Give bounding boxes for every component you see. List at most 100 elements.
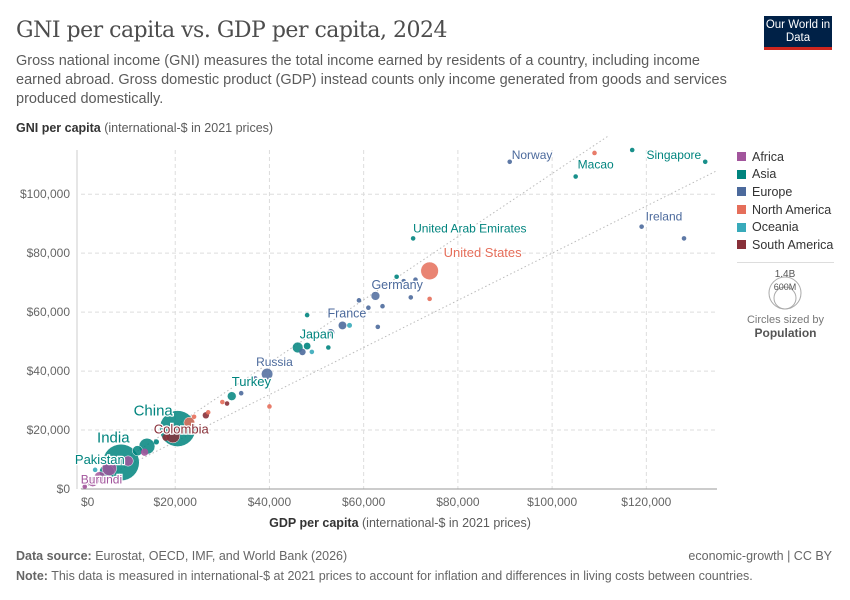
data-point-united-arab-emirates: [410, 236, 416, 241]
y-axis-label-bold: GNI per capita: [16, 121, 101, 135]
data-point: [309, 349, 315, 355]
legend-item[interactable]: Oceania: [737, 218, 833, 236]
legend-item[interactable]: South America: [737, 236, 833, 254]
point-label: Turkey: [232, 374, 272, 389]
data-point-russia: [261, 368, 274, 381]
legend-swatch: [737, 222, 746, 232]
size-legend-circles: 1.4B 600M: [768, 269, 802, 310]
data-point-burundi: [82, 484, 88, 489]
data-point-singapore: [702, 159, 708, 165]
data-point: [356, 298, 362, 303]
x-tick-label: $120,000: [621, 495, 671, 509]
x-tick-label: $100,000: [527, 495, 577, 509]
data-point: [238, 390, 244, 396]
data-point: [220, 399, 225, 405]
note: Note: This data is measured in internati…: [16, 569, 753, 583]
data-point: [191, 414, 197, 420]
point-label: Ireland: [646, 210, 683, 224]
data-point: [413, 277, 418, 283]
x-tick-label: $20,000: [154, 495, 198, 509]
license[interactable]: economic-growth | CC BY: [688, 549, 832, 563]
size-legend-large: 1.4B: [775, 269, 796, 280]
data-point-germany: [370, 291, 381, 301]
data-point: [92, 467, 98, 473]
reference-line: [80, 135, 609, 490]
point-label: Macao: [578, 158, 614, 172]
legend-swatch: [737, 152, 746, 162]
point-label: United Arab Emirates: [413, 221, 526, 235]
data-point: [347, 322, 353, 328]
point-label: Pakistan: [75, 452, 125, 467]
source-label: Data source:: [16, 549, 92, 563]
data-point: [267, 404, 272, 409]
data-point-colombia: [162, 433, 170, 441]
legend-label: Asia: [752, 167, 777, 182]
size-legend-caption: Circles sized by: [746, 314, 825, 326]
data-point-norway: [507, 159, 513, 165]
data-point: [303, 342, 311, 350]
data-point-macao: [573, 174, 578, 179]
legend-label: North America: [752, 202, 832, 217]
data-point-turkey: [227, 391, 237, 401]
legend-item[interactable]: Europe: [737, 183, 833, 201]
y-axis-label-unit: (international-$ in 2021 prices): [104, 121, 274, 135]
data-point: [629, 147, 635, 153]
data-point: [375, 324, 381, 330]
data-point: [87, 476, 99, 487]
legend-label: Europe: [752, 184, 793, 199]
data-point: [408, 295, 414, 300]
y-tick-label: $20,000: [27, 423, 71, 437]
reference-line: [80, 170, 718, 490]
data-source: Data source: Eurostat, OECD, IMF, and Wo…: [16, 549, 347, 563]
legend-swatch: [737, 240, 746, 250]
note-label: Note:: [16, 569, 48, 583]
size-legend-small: 600M: [774, 282, 797, 292]
y-tick-label: $60,000: [27, 305, 71, 319]
legend-item[interactable]: Asia: [737, 166, 833, 184]
source-text[interactable]: Eurostat, OECD, IMF, and World Bank (202…: [95, 549, 348, 563]
point-label: United States: [444, 245, 523, 260]
point-label: France: [327, 306, 366, 320]
chart-subtitle: Gross national income (GNI) measures the…: [16, 53, 727, 107]
x-axis-label: GDP per capita (international-$ in 2021 …: [0, 516, 800, 530]
size-legend-variable: Population: [754, 326, 817, 340]
y-axis-label: GNI per capita (international-$ in 2021 …: [16, 121, 273, 135]
legend-label: South America: [752, 237, 834, 252]
data-point: [592, 150, 597, 156]
legend-label: Oceania: [752, 220, 799, 235]
legend-item[interactable]: Africa: [737, 148, 833, 166]
data-point: [366, 305, 371, 311]
data-point: [183, 416, 196, 429]
point-label: Colombia: [154, 421, 210, 436]
y-tick-label: $0: [57, 482, 71, 496]
legend-swatch: [737, 169, 746, 179]
data-point: [224, 401, 230, 406]
data-point: [427, 296, 432, 302]
point-label: China: [134, 403, 174, 420]
chart-title: GNI per capita vs. GDP per capita, 2024: [16, 18, 447, 43]
data-point: [326, 345, 331, 350]
point-label: Japan: [300, 328, 334, 342]
data-point: [153, 439, 160, 445]
x-axis-label-unit: (international-$ in 2021 prices): [362, 516, 531, 530]
point-label: India: [97, 429, 130, 446]
y-tick-label: $80,000: [27, 246, 71, 260]
data-point: [681, 236, 687, 241]
data-point: [122, 455, 134, 467]
point-label: Russia: [256, 355, 293, 369]
color-legend: Africa Asia Europe North America Oceania Sout…: [737, 148, 833, 254]
legend-swatch: [737, 205, 746, 215]
point-label: Norway: [512, 148, 553, 162]
data-point-ireland: [639, 224, 644, 229]
size-legend: 1.4B 600M Circles sized by Population: [737, 262, 834, 340]
data-point: [299, 348, 306, 356]
note-text: This data is measured in international-$…: [51, 569, 753, 583]
legend-item[interactable]: North America: [737, 201, 833, 219]
data-point: [253, 376, 258, 381]
data-point: [326, 329, 335, 337]
owid-logo[interactable]: Our World in Data: [764, 16, 832, 50]
x-tick-label: $80,000: [436, 495, 480, 509]
data-point-france: [338, 321, 347, 330]
